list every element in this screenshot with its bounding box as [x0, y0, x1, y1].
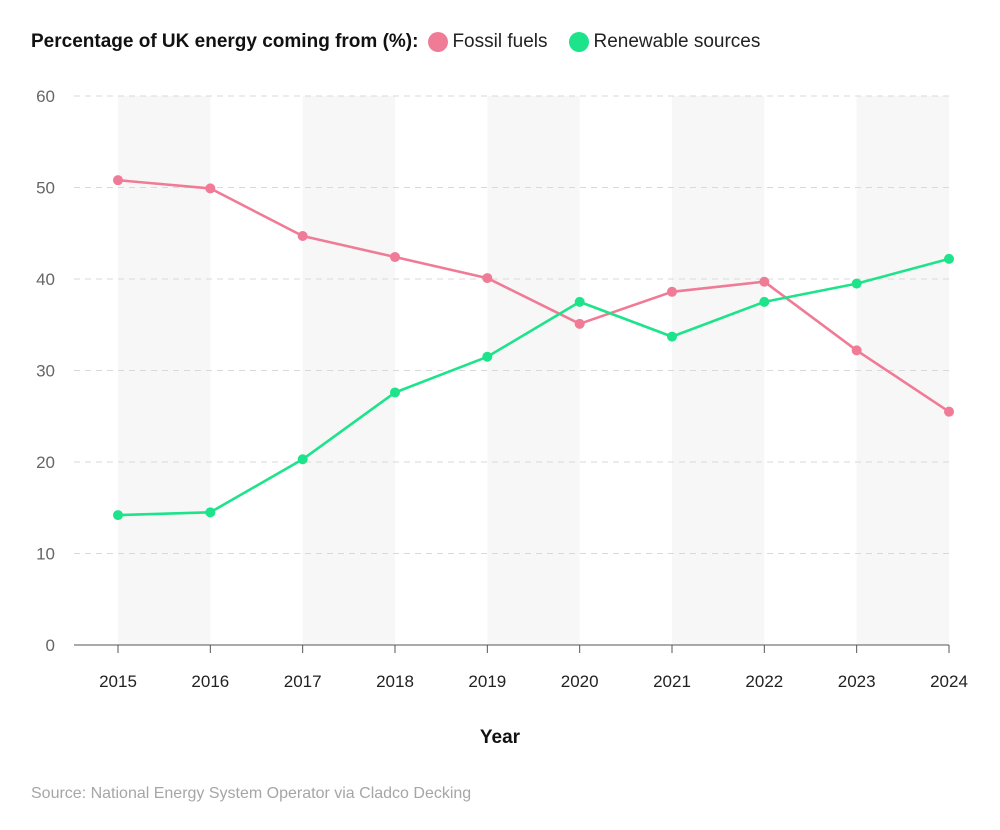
data-point-renewable-sources[interactable]	[851, 278, 862, 289]
data-point-renewable-sources[interactable]	[574, 296, 585, 307]
x-axis-title: Year	[480, 727, 521, 748]
y-tick-label: 60	[36, 87, 55, 106]
data-point-renewable-sources[interactable]	[759, 296, 770, 307]
x-tick-label: 2017	[284, 672, 322, 691]
x-tick-label: 2016	[191, 672, 229, 691]
data-point-renewable-sources[interactable]	[297, 454, 308, 465]
y-tick-label: 30	[36, 362, 55, 381]
fossil-fuels-swatch-icon	[428, 32, 449, 52]
legend-title: Percentage of UK energy coming from (%):	[31, 31, 419, 52]
background-band	[487, 96, 580, 645]
data-point-fossil-fuels[interactable]	[944, 406, 954, 417]
data-point-renewable-sources[interactable]	[667, 331, 677, 342]
data-point-fossil-fuels[interactable]	[113, 175, 123, 186]
data-point-fossil-fuels[interactable]	[482, 273, 493, 284]
x-tick-label: 2021	[653, 672, 691, 691]
legend-label-renewable-sources: Renewable sources	[593, 31, 761, 52]
y-tick-label: 40	[36, 270, 55, 289]
data-point-renewable-sources[interactable]	[944, 253, 954, 264]
data-point-renewable-sources[interactable]	[205, 507, 216, 518]
data-point-renewable-sources[interactable]	[390, 387, 400, 398]
x-tick-label: 2023	[838, 672, 876, 691]
y-axis-ticks: 0 10 20 30 40 50 60	[36, 87, 55, 655]
legend-item-renewable-sources[interactable]: Renewable sources	[569, 31, 760, 53]
y-tick-label: 0	[46, 636, 55, 655]
data-point-fossil-fuels[interactable]	[759, 276, 770, 287]
y-tick-label: 10	[36, 545, 55, 564]
x-tick-label: 2020	[561, 672, 599, 691]
data-point-renewable-sources[interactable]	[482, 351, 493, 362]
x-tick-label: 2024	[930, 672, 968, 691]
data-point-fossil-fuels[interactable]	[667, 286, 677, 297]
series-points	[113, 175, 954, 521]
y-tick-label: 50	[36, 179, 55, 198]
gridlines	[74, 95, 949, 554]
x-tick-label: 2022	[745, 672, 783, 691]
legend: Percentage of UK energy coming from (%):…	[31, 28, 782, 56]
x-tick-label: 2019	[468, 672, 506, 691]
x-tick-label: 2015	[99, 672, 137, 691]
x-tick-label: 2018	[376, 672, 414, 691]
data-point-renewable-sources[interactable]	[113, 510, 123, 521]
legend-item-fossil-fuels[interactable]: Fossil fuels	[428, 31, 547, 53]
series-line-renewable-sources	[117, 257, 950, 517]
series-line-fossil-fuels	[117, 178, 950, 413]
data-point-fossil-fuels[interactable]	[205, 183, 216, 194]
data-point-fossil-fuels[interactable]	[574, 318, 585, 329]
x-axis: 2015 2016 2017 2018 2019 2020 2021 2022 2023 2024	[74, 644, 968, 691]
data-point-fossil-fuels[interactable]	[390, 252, 400, 263]
legend-label-fossil-fuels: Fossil fuels	[452, 31, 548, 52]
series-lines	[117, 178, 950, 517]
data-point-fossil-fuels[interactable]	[297, 230, 308, 241]
y-tick-label: 20	[36, 453, 55, 472]
source-note: Source: National Energy System Operator …	[31, 785, 472, 802]
data-point-fossil-fuels[interactable]	[851, 345, 862, 356]
renewable-sources-swatch-icon	[569, 32, 590, 52]
